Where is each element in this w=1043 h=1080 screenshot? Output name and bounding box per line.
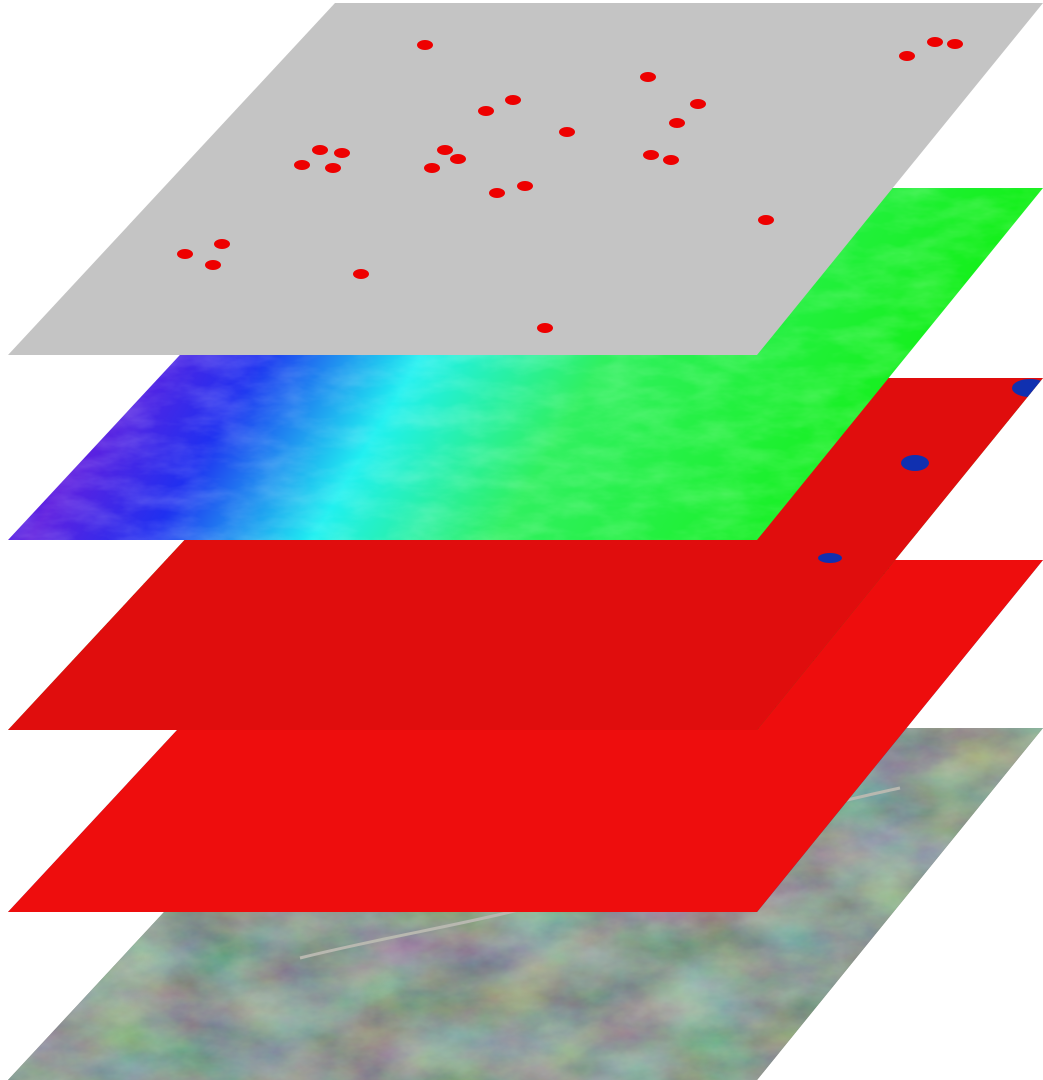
point: [643, 150, 659, 160]
point: [927, 37, 943, 47]
point: [517, 181, 533, 191]
point: [312, 145, 328, 155]
point: [177, 249, 193, 259]
point: [640, 72, 656, 82]
point: [899, 51, 915, 61]
points: [177, 37, 963, 333]
point: [559, 127, 575, 137]
point: [450, 154, 466, 164]
point: [478, 106, 494, 116]
point: [325, 163, 341, 173]
point: [690, 99, 706, 109]
points-layer: [8, 3, 1043, 355]
point: [947, 39, 963, 49]
point: [214, 239, 230, 249]
point: [505, 95, 521, 105]
layer-base: [8, 3, 1043, 355]
point: [424, 163, 440, 173]
point: [663, 155, 679, 165]
point: [489, 188, 505, 198]
point: [537, 323, 553, 333]
point: [334, 148, 350, 158]
water: [901, 455, 929, 471]
point: [417, 40, 433, 50]
point: [669, 118, 685, 128]
point: [437, 145, 453, 155]
point: [294, 160, 310, 170]
point: [205, 260, 221, 270]
point: [758, 215, 774, 225]
water: [818, 553, 842, 563]
point: [353, 269, 369, 279]
